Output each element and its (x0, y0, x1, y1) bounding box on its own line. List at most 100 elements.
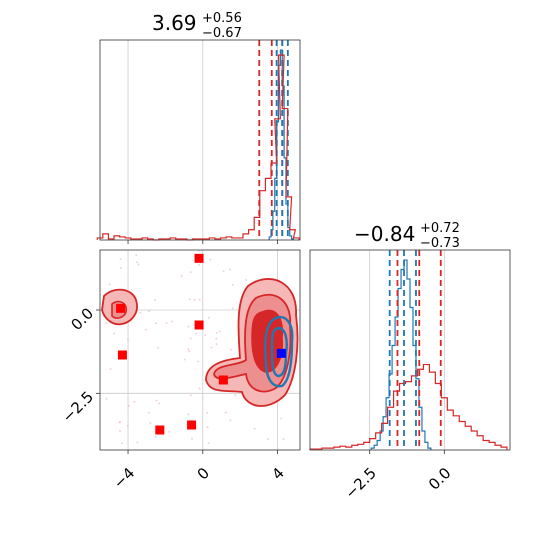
joint-sample-dot (147, 411, 150, 414)
joint-sample-dot (154, 322, 157, 325)
blue-contour-inner (270, 326, 288, 378)
joint-sample-dot (139, 311, 142, 314)
joint-red-square-5 (155, 425, 165, 435)
joint-sample-dot (282, 438, 285, 441)
joint-sample-dot (105, 322, 108, 325)
joint-sample-dot (207, 316, 210, 319)
joint-sample-dot (149, 421, 152, 424)
joint-sample-dot (204, 334, 207, 337)
marginal-param1-title-median: 3.69 (152, 11, 197, 35)
marginal-param1-frame (99, 39, 301, 241)
joint-sample-dot (187, 348, 190, 351)
joint-sample-dot (231, 284, 234, 287)
joint-sample-dot (154, 435, 157, 438)
joint-ytick-label-1: −2.5 (59, 388, 97, 426)
joint-sample-dot (180, 274, 183, 277)
joint-sample-dot (120, 442, 123, 445)
joint-sample-dot (158, 402, 161, 405)
joint-sample-dot (188, 350, 191, 353)
joint-red-square-2 (194, 320, 204, 330)
marginal-param1-title-minus: −0.67 (202, 26, 242, 41)
joint-sample-dot (215, 332, 218, 335)
joint-sample-dot (215, 337, 218, 340)
joint-sample-dot (198, 298, 201, 301)
joint-sample-dot (108, 283, 111, 286)
joint-sample-dot (229, 419, 232, 422)
joint-sample-dot (109, 368, 112, 371)
joint-sample-dot (231, 307, 234, 310)
joint-sample-dot (133, 400, 136, 403)
joint-sample-dot (157, 346, 160, 349)
joint-sample-dot (197, 263, 200, 266)
joint-xtick-label-0: −4 (110, 464, 138, 492)
joint-sample-dot (126, 424, 129, 427)
joint-sample-dot (206, 411, 209, 414)
marginal-param2-frame (309, 249, 511, 451)
joint-sample-dot (209, 258, 212, 261)
joint-red-square-3 (117, 350, 127, 360)
joint-sample-dot (197, 360, 200, 363)
joint-sample-dot (155, 399, 158, 402)
joint-sample-dot (147, 310, 150, 313)
joint-sample-dot (245, 279, 248, 282)
joint-sample-dot (229, 348, 232, 351)
joint-sample-dot (154, 298, 157, 301)
joint-red-square-6 (187, 420, 197, 430)
joint-sample-dot (189, 337, 192, 340)
joint-sample-dot (136, 261, 139, 264)
joint-sample-dot (170, 320, 173, 323)
joint-sample-dot (119, 257, 122, 260)
marginal-param2-title-median: −0.84 (354, 222, 415, 246)
joint-sample-dot (126, 338, 129, 341)
joint-sample-dot (168, 430, 171, 433)
marginal-param1-panel: 3.69 +0.56 −0.67 (97, 11, 301, 244)
joint-red-square-1 (116, 303, 126, 313)
joint-red-square-4 (218, 375, 228, 385)
joint-sample-dot (234, 394, 237, 397)
joint-sample-dot (187, 413, 190, 416)
joint-sample-dot (280, 417, 283, 420)
joint-sample-dot (189, 394, 192, 397)
joint-sample-dot (210, 346, 213, 349)
joint-sample-dot (183, 358, 186, 361)
joint-sample-dot (198, 387, 201, 390)
joint-sample-dot (187, 325, 190, 328)
marginal-param2-title-plus: +0.72 (420, 221, 460, 236)
joint-frame (99, 249, 301, 451)
joint-blue-square-0 (276, 348, 286, 358)
joint-sample-dot (118, 421, 121, 424)
joint-sample-dot (193, 298, 196, 301)
joint-sample-dot (113, 332, 116, 335)
marginal-param2-title-minus: −0.73 (420, 236, 460, 251)
joint-ytick-label-0: 0.0 (67, 304, 97, 334)
joint-sample-dot (207, 442, 210, 445)
marginal-param2-panel: −2.5 0.0 −0.84 +0.72 −0.73 (309, 221, 511, 502)
joint-red-square-0 (194, 253, 204, 263)
joint-sample-dot (119, 266, 122, 269)
joint-sample-dot (222, 270, 225, 273)
joint-sample-dot (105, 397, 108, 400)
joint-sample-dot (144, 328, 147, 331)
joint-sample-dot (194, 332, 197, 335)
joint-sample-dot (267, 437, 270, 440)
joint-sample-dot (191, 437, 194, 440)
joint-sample-dot (218, 330, 221, 333)
joint-sample-dot (165, 321, 168, 324)
blue-contour-outer (264, 315, 294, 388)
joint-sample-dot (215, 343, 218, 346)
marginal-param1-red-histogram (97, 55, 299, 240)
marginal-param1-title-plus: +0.56 (202, 11, 242, 26)
joint-sample-dot (127, 404, 130, 407)
joint-sample-dot (253, 427, 256, 430)
joint-xtick-label-2: 4 (268, 464, 287, 483)
joint-sample-dot (189, 271, 192, 274)
joint-sample-dot (206, 426, 209, 429)
joint-sample-dot (135, 254, 138, 257)
joint-sample-dot (188, 298, 191, 301)
joint-sample-dot (137, 263, 140, 266)
joint-sample-dot (224, 411, 227, 414)
marginal-param1-blue-histogram (269, 50, 293, 240)
marginal-param2-xtick-label-0: −2.5 (341, 464, 379, 502)
marginal-param1-background (100, 40, 300, 240)
